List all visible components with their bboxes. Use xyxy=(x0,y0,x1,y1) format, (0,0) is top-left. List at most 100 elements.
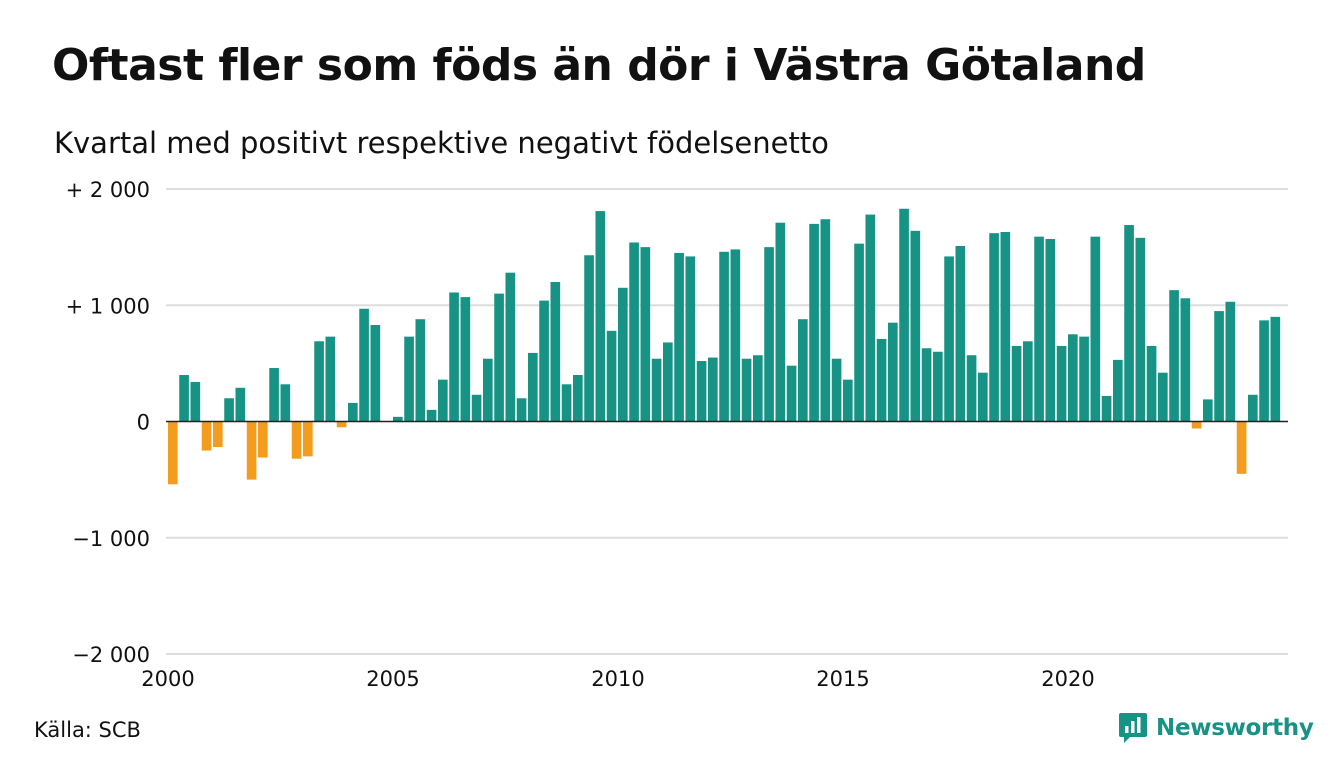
bar xyxy=(280,384,291,422)
bar xyxy=(494,293,504,422)
bar xyxy=(798,319,808,422)
bar xyxy=(426,409,437,422)
bar xyxy=(809,223,819,422)
bar xyxy=(201,421,212,451)
bar xyxy=(854,243,864,422)
bar xyxy=(1203,399,1213,422)
x-tick-label: 2015 xyxy=(816,667,869,691)
bar xyxy=(179,375,189,422)
bar xyxy=(910,230,921,422)
bar xyxy=(899,208,909,422)
bar xyxy=(393,416,403,422)
bar xyxy=(1056,345,1067,422)
bar xyxy=(719,251,729,422)
gridlines xyxy=(166,188,1288,655)
bar xyxy=(483,358,493,422)
bar xyxy=(1225,301,1236,422)
bar xyxy=(1214,311,1224,422)
bar xyxy=(606,330,617,422)
bar xyxy=(685,256,696,422)
y-tick-label: + 1 000 xyxy=(66,294,150,318)
bar xyxy=(561,384,572,422)
bar xyxy=(584,255,594,422)
bar xyxy=(404,336,414,422)
bar xyxy=(831,358,842,422)
bar xyxy=(1011,345,1022,422)
bar xyxy=(978,372,988,422)
bar xyxy=(190,381,201,422)
newsworthy-chart-icon xyxy=(1119,713,1147,743)
bar xyxy=(764,247,774,422)
bar xyxy=(415,319,426,422)
y-axis-tick-labels: + 2 000 + 1 000 0 −1 000 −2 000 xyxy=(66,178,150,667)
bar xyxy=(505,272,516,422)
bar xyxy=(1135,237,1146,422)
bar xyxy=(865,214,876,422)
bar xyxy=(843,379,853,422)
chart-subtitle: Kvartal med positivt respektive negativt… xyxy=(54,126,829,160)
chart-title: Oftast fler som föds än dör i Västra Göt… xyxy=(52,40,1146,91)
brand-name: Newsworthy xyxy=(1156,715,1314,741)
bar xyxy=(336,421,347,428)
source-note: Källa: SCB xyxy=(34,718,141,742)
bar xyxy=(224,398,234,422)
bar xyxy=(640,247,651,422)
bar xyxy=(516,398,527,422)
bar xyxy=(550,282,561,422)
bar xyxy=(269,368,279,422)
bar xyxy=(213,421,223,448)
x-tick-label: 2020 xyxy=(1041,667,1094,691)
bar xyxy=(730,249,741,422)
bar xyxy=(1270,316,1281,422)
bar xyxy=(1045,238,1056,422)
bars xyxy=(168,208,1281,485)
bar xyxy=(629,242,639,422)
bar xyxy=(449,292,459,422)
newsworthy-logo: Newsworthy xyxy=(1118,712,1314,744)
bar xyxy=(966,355,977,422)
bar xyxy=(291,421,302,459)
bar xyxy=(618,287,628,422)
bar xyxy=(1169,290,1179,422)
bar xyxy=(1191,421,1202,429)
bar xyxy=(370,325,381,422)
bar xyxy=(696,361,707,422)
bar xyxy=(944,256,954,422)
bar xyxy=(933,351,943,422)
bar xyxy=(1146,345,1157,422)
bar xyxy=(314,341,324,422)
x-axis-tick-labels: 2000 2005 2010 2015 2020 xyxy=(141,667,1094,691)
bar xyxy=(1000,232,1011,422)
bar xyxy=(876,338,887,422)
bar xyxy=(786,365,797,422)
bar xyxy=(1124,225,1134,422)
y-tick-label: −2 000 xyxy=(72,643,150,667)
x-tick-label: 2005 xyxy=(366,667,419,691)
bar xyxy=(1079,336,1089,422)
bar xyxy=(708,357,718,422)
bar xyxy=(955,245,966,422)
bar xyxy=(348,402,358,422)
bar xyxy=(1023,341,1033,422)
y-tick-label: + 2 000 xyxy=(66,178,150,202)
bar xyxy=(460,297,471,422)
y-tick-label: −1 000 xyxy=(72,527,150,551)
y-tick-label: 0 xyxy=(137,411,150,435)
bar xyxy=(528,352,538,422)
x-tick-label: 2010 xyxy=(591,667,644,691)
bar-chart: + 2 000 + 1 000 0 −1 000 −2 000 2000 2005 2010… xyxy=(66,178,1288,691)
bar xyxy=(303,421,313,457)
bar xyxy=(741,358,752,422)
bar xyxy=(539,300,549,422)
bar xyxy=(438,379,448,422)
bar xyxy=(1248,394,1258,422)
bar xyxy=(1068,334,1078,422)
bar xyxy=(921,348,932,422)
bar xyxy=(1090,236,1101,422)
bar xyxy=(674,252,684,422)
bar xyxy=(471,394,482,422)
bar xyxy=(1113,359,1123,422)
bar xyxy=(1101,395,1112,422)
bar xyxy=(651,358,662,422)
bar xyxy=(258,421,268,458)
